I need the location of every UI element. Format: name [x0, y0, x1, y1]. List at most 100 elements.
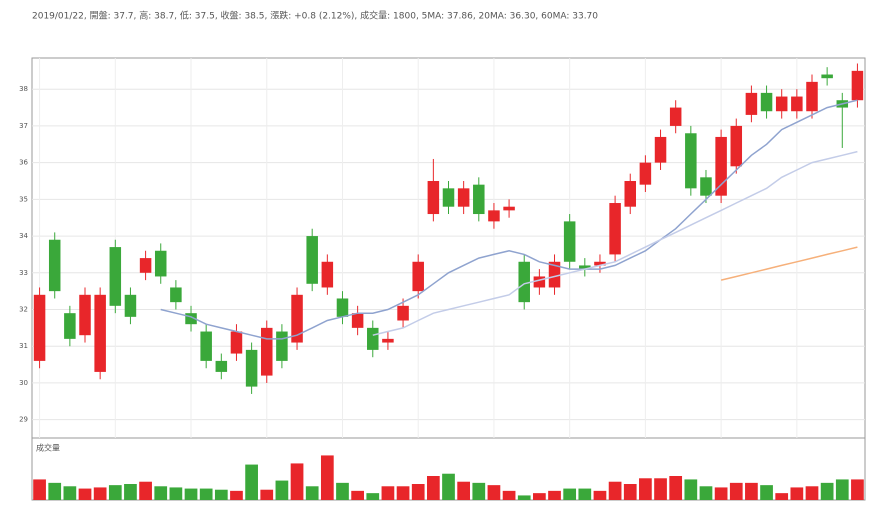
candle-body	[215, 360, 228, 372]
volume-bar	[578, 488, 592, 500]
volume-bar	[351, 490, 364, 500]
candle-body	[291, 294, 303, 343]
y-tick-label: 29	[19, 416, 28, 424]
volume-bar	[502, 490, 516, 500]
candle-body	[654, 136, 667, 163]
candle-body	[412, 261, 424, 292]
candle-body	[503, 206, 515, 211]
price-frame	[31, 57, 866, 439]
candle-body	[669, 107, 682, 126]
candle-body	[715, 136, 727, 196]
moving-average	[372, 150, 858, 336]
candle-body	[382, 338, 394, 343]
volume-bar	[533, 493, 546, 500]
volume-bar	[139, 481, 152, 500]
volume-bar	[487, 485, 501, 500]
candle-body	[230, 331, 243, 354]
candle-body	[533, 276, 546, 288]
candle-body	[336, 298, 349, 317]
y-tick-label: 35	[19, 195, 28, 203]
volume-bar	[608, 481, 622, 500]
volume-bar	[184, 488, 198, 500]
candle-body	[791, 96, 803, 112]
candle-body	[154, 250, 167, 277]
volume-bar	[93, 487, 107, 500]
y-tick-label: 37	[19, 122, 28, 130]
volume-bar	[154, 486, 168, 500]
volume-bar	[805, 486, 819, 500]
candle-body	[594, 261, 606, 266]
candle-body	[685, 133, 697, 189]
y-tick-label: 32	[19, 305, 28, 313]
candle-body	[775, 96, 788, 112]
volume-bar	[275, 480, 289, 500]
volume-bar	[396, 486, 410, 500]
volume-bar	[548, 490, 561, 500]
volume-bar	[563, 488, 577, 500]
volume-bar	[411, 484, 425, 500]
candle-body	[200, 331, 212, 361]
candle-body	[33, 294, 46, 361]
candle-body	[427, 180, 440, 215]
volume-bar	[760, 485, 773, 500]
candle-body	[48, 239, 61, 292]
volume-bar	[517, 495, 531, 500]
volume-bar	[729, 482, 743, 500]
volume-bar	[593, 490, 607, 500]
candle-body	[730, 125, 743, 167]
volume-bar	[63, 486, 77, 500]
y-tick-label: 34	[19, 232, 28, 240]
candle-body	[306, 236, 318, 284]
candle-body	[548, 261, 561, 288]
volume-bar	[169, 487, 183, 500]
volume-bar	[699, 486, 713, 500]
volume-bar	[639, 478, 652, 500]
candle-body	[260, 327, 273, 376]
volume-label: 成交量	[36, 443, 60, 453]
volume-bar	[336, 482, 349, 500]
candle-body	[442, 188, 455, 207]
candle-body	[367, 327, 379, 350]
volume-bar	[260, 489, 274, 500]
moving-average	[160, 99, 858, 340]
candle-body	[760, 92, 773, 112]
y-tick-label: 38	[19, 85, 28, 93]
volume-bar	[426, 476, 440, 500]
candle-body	[518, 261, 530, 303]
candle-body	[457, 188, 470, 207]
candle-body	[245, 349, 258, 387]
candle-body	[821, 74, 833, 79]
volume-bar	[790, 487, 804, 500]
y-tick-label: 33	[19, 269, 28, 277]
volume-bar	[745, 482, 758, 500]
volume-bar	[245, 464, 258, 500]
volume-bar	[623, 484, 637, 500]
candle-body	[276, 331, 288, 361]
candle-body	[124, 294, 137, 317]
candle-body	[321, 261, 334, 288]
candle-body	[139, 258, 152, 273]
y-tick-label: 31	[19, 342, 28, 350]
candle-body	[397, 305, 409, 321]
volume-bar	[230, 490, 243, 500]
volume-bar	[654, 478, 667, 500]
candle-body	[64, 313, 76, 339]
candle-body	[79, 294, 91, 336]
candle-body	[745, 92, 758, 115]
candle-body	[609, 203, 621, 255]
moving-average	[720, 246, 858, 281]
volume-bar	[305, 486, 319, 500]
candle-body	[624, 180, 637, 207]
volume-bar	[851, 479, 864, 500]
candle-body	[94, 294, 106, 372]
volume-bar	[48, 482, 62, 500]
candle-body	[488, 210, 500, 222]
y-tick-label: 36	[19, 159, 28, 167]
volume-bar	[290, 463, 304, 500]
volume-bar	[366, 493, 380, 500]
volume-bar	[320, 455, 334, 500]
volume-bar	[835, 479, 849, 500]
candle-body	[170, 287, 182, 303]
